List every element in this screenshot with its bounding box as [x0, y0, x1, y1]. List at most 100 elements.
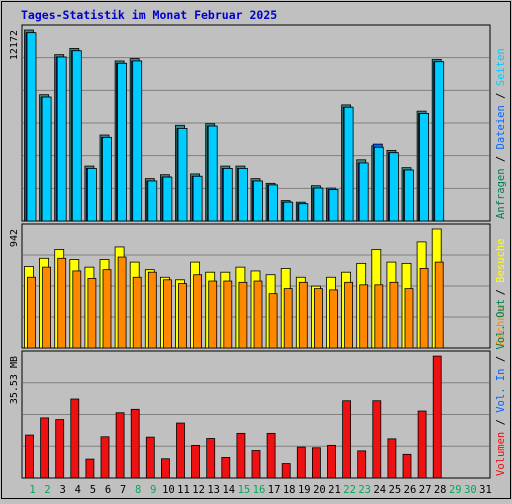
legend-entry: Besuche: [495, 239, 507, 283]
bar-rechner: [374, 284, 384, 349]
bar-seiten: [237, 168, 248, 222]
bar-rechner: [162, 279, 172, 349]
bar-rechner: [117, 256, 127, 349]
bar-rechner: [359, 284, 369, 349]
day-label: 20: [313, 484, 326, 496]
bar-rechner: [404, 288, 414, 349]
day-label: 28: [434, 484, 447, 496]
bar-volumen: [85, 458, 95, 479]
series-legend: Volumen / Vol. In / Vol. Out: [495, 299, 507, 476]
bar-rechner: [298, 281, 308, 349]
bar-seiten: [313, 187, 324, 222]
bar-seiten: [41, 96, 52, 222]
bar-seiten: [87, 168, 97, 222]
bar-rechner: [87, 278, 97, 349]
bar-seiten: [343, 106, 354, 222]
bar-volumen: [296, 446, 306, 479]
day-label: 14: [222, 484, 235, 496]
bar-seiten: [404, 169, 414, 222]
bar-seiten: [298, 203, 309, 222]
day-label: 18: [283, 484, 296, 496]
bar-volumen: [266, 432, 276, 479]
day-label: 17: [268, 484, 281, 496]
day-label: 25: [389, 484, 402, 496]
bar-volumen: [70, 398, 80, 479]
volume-panel: 35.53 MB Volumen / Vol. In / Vol. Out: [9, 299, 507, 479]
legend-entry: /: [495, 283, 507, 302]
day-label: 2: [44, 484, 50, 496]
day-label: 6: [105, 484, 111, 496]
bar-volumen: [176, 422, 185, 479]
bar-volumen: [387, 438, 397, 479]
legend-entry: Dateien: [495, 105, 507, 149]
day-label: 29: [449, 484, 462, 496]
bar-rechner: [313, 288, 323, 349]
bar-seiten: [56, 56, 67, 222]
day-label: 11: [177, 484, 190, 496]
legend-entry: Vol. In: [495, 369, 507, 413]
legend-entry: /: [495, 86, 507, 105]
bar-seiten: [147, 180, 158, 222]
day-label: 12: [192, 484, 205, 496]
bar-volumen: [402, 453, 412, 479]
bar-rechner: [329, 289, 338, 349]
series-legend: Anfragen / Dateien / Seiten: [495, 48, 507, 219]
legend-entry: /: [495, 413, 507, 432]
bar-seiten: [434, 61, 445, 222]
day-label: 31: [479, 484, 492, 496]
bar-rechner: [72, 270, 82, 349]
bar-rechner: [268, 293, 278, 349]
bar-rechner: [132, 276, 142, 349]
bar-rechner: [42, 266, 51, 349]
bar-seiten: [419, 113, 430, 222]
bar-seiten: [26, 32, 37, 222]
legend-entry: Seiten: [495, 48, 507, 86]
bar-volumen: [327, 444, 336, 479]
day-label: 24: [373, 484, 386, 496]
bar-seiten: [192, 175, 203, 222]
bar-seiten: [373, 146, 384, 222]
bar-volumen: [40, 417, 49, 479]
bar-seiten: [177, 128, 188, 222]
bar-seiten: [283, 201, 294, 222]
day-label: 19: [298, 484, 311, 496]
bar-rechner: [178, 283, 187, 349]
bar-seiten: [207, 125, 218, 222]
bar-rechner: [208, 280, 218, 349]
day-label: 30: [464, 484, 477, 496]
bar-rechner: [253, 280, 263, 349]
bar-seiten: [132, 60, 143, 222]
bar-volumen: [372, 400, 382, 479]
series-legend: Rechner / Besuche: [495, 239, 507, 347]
legend-entry: /: [495, 149, 507, 168]
day-label: 9: [150, 484, 156, 496]
y-max-label: 35.53 MB: [9, 356, 20, 404]
bar-volumen: [342, 400, 352, 479]
day-label: 3: [60, 484, 66, 496]
day-label: 21: [328, 484, 341, 496]
day-label: 16: [253, 484, 266, 496]
bar-seiten: [71, 50, 82, 222]
day-label: 7: [120, 484, 126, 496]
bar-volumen: [236, 432, 246, 479]
day-label: 22: [343, 484, 356, 496]
chart-title: Tages-Statistik im Monat Februar 2025: [21, 8, 277, 22]
bar-volumen: [251, 450, 261, 479]
legend-entry: Rechner: [495, 302, 507, 346]
bar-volumen: [55, 419, 65, 479]
bar-volumen: [281, 463, 291, 479]
bar-seiten: [102, 136, 112, 222]
bar-volumen: [145, 436, 155, 479]
bar-volumen: [357, 450, 367, 479]
bar-rechner: [344, 281, 354, 349]
bar-volumen: [311, 447, 321, 479]
day-label: 8: [135, 484, 141, 496]
bar-volumen: [130, 408, 140, 479]
bar-rechner: [389, 281, 399, 349]
bar-seiten: [358, 162, 369, 222]
bar-seiten: [268, 184, 279, 222]
bar-seiten: [117, 62, 127, 222]
